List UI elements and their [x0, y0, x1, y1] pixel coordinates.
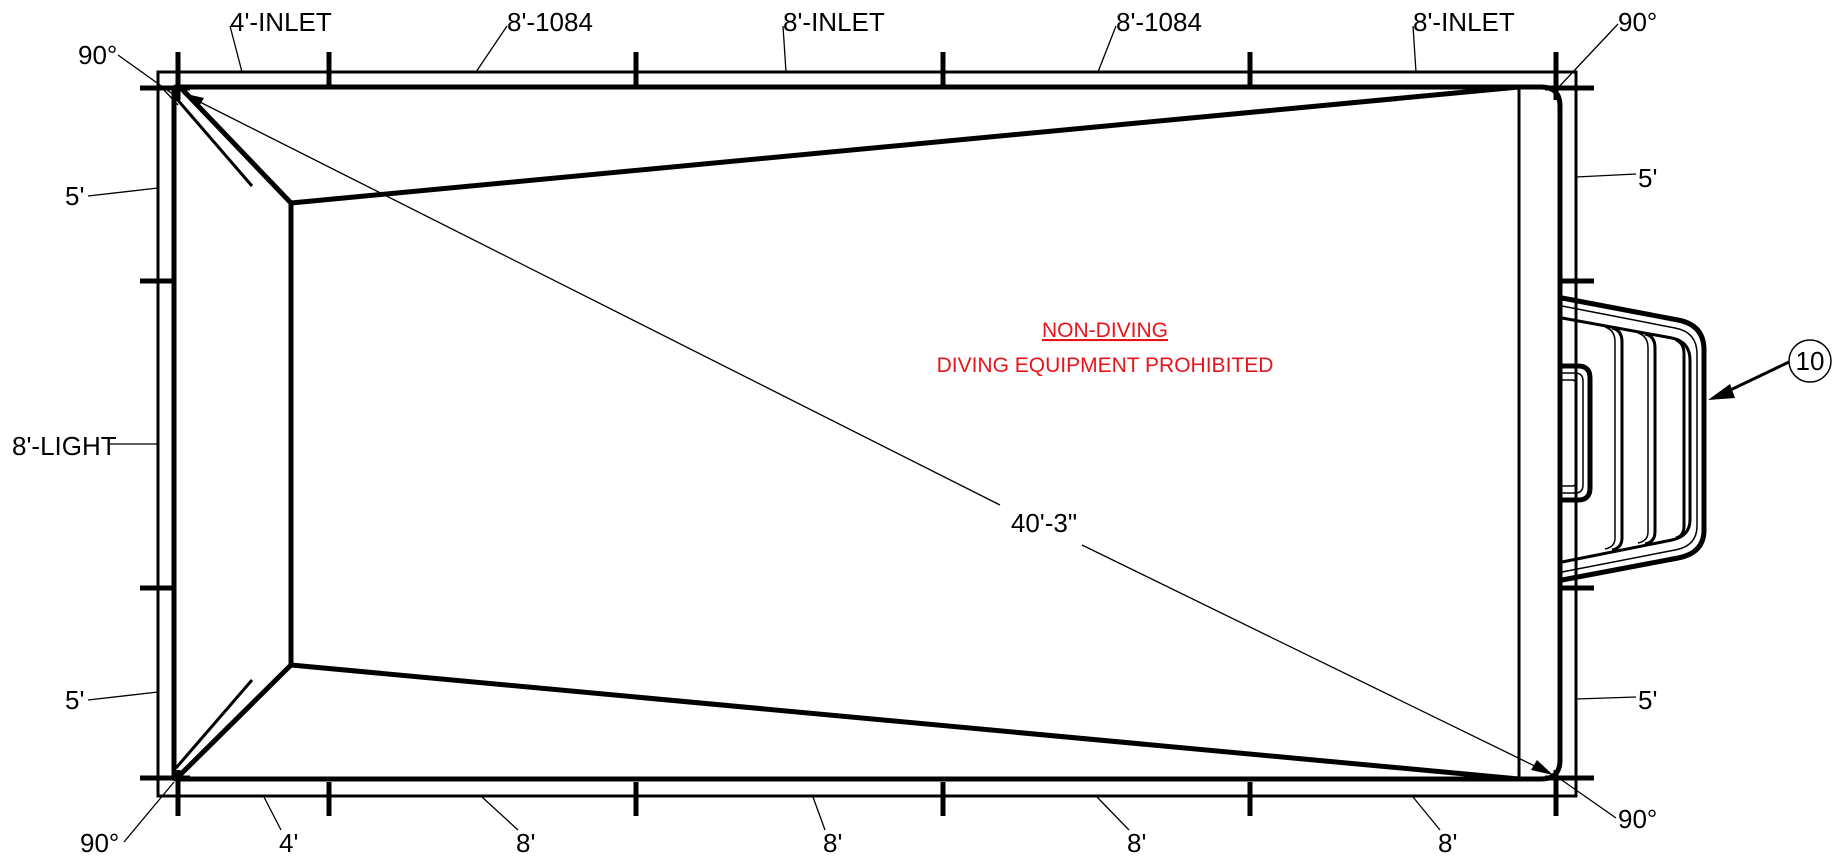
angle-leader — [117, 54, 175, 96]
corner-angle-labels: 90° 90° 90° 90° — [78, 7, 1657, 858]
left-label: 5' — [65, 685, 84, 715]
callout-bubble — [1788, 339, 1832, 383]
right-label: 5' — [1638, 163, 1657, 193]
corner-step-line — [174, 97, 254, 187]
bottom-label-leader — [263, 796, 282, 831]
diagonal-line-upper — [185, 94, 1001, 506]
bottom-label-leader — [812, 796, 826, 831]
bottom-label: 4' — [279, 828, 298, 858]
shell-outer-line — [156, 70, 1578, 798]
safety-notes: NON-DIVING DIVING EQUIPMENT PROHIBITED — [937, 319, 1274, 377]
entry-steps — [1560, 295, 1707, 583]
floor-slope-bottom — [290, 662, 1520, 782]
top-label-leader — [1412, 25, 1417, 73]
diagonal-line-lower — [1081, 544, 1550, 774]
left-label-leader — [87, 187, 159, 197]
angle-leader — [123, 781, 175, 843]
pool-shell — [156, 70, 1578, 798]
top-label: 8'-1084 — [1116, 7, 1202, 37]
right-dimension-labels: 5' 5' — [1575, 163, 1657, 715]
bottom-label-leader — [1096, 796, 1130, 831]
angle-label-top-left: 90° — [78, 40, 117, 70]
corner-step-line — [174, 679, 254, 769]
right-label-leader — [1575, 696, 1637, 700]
angle-leader — [1555, 23, 1619, 91]
diving-prohibited-label: DIVING EQUIPMENT PROHIBITED — [937, 354, 1274, 377]
bottom-dimension-labels: 4' 8' 8' 8' 8' — [263, 796, 1457, 858]
angle-label-top-right: 90° — [1618, 7, 1657, 37]
diagonal-dimension: 40'-3" — [182, 93, 1553, 775]
angle-leader — [163, 89, 179, 106]
step-tread — [1611, 326, 1624, 552]
diagonal-arrowhead — [182, 93, 204, 108]
top-label-leader — [782, 25, 787, 73]
callout: 10 — [1708, 339, 1832, 400]
brace-marks — [140, 52, 1594, 816]
floor-slope-top — [290, 84, 1520, 206]
top-label: 4'-INLET — [230, 7, 332, 37]
callout-arrowhead — [1708, 384, 1735, 400]
top-label-leader — [475, 25, 508, 73]
step-tread — [1604, 326, 1616, 550]
left-label: 5' — [65, 181, 84, 211]
right-label: 5' — [1638, 685, 1657, 715]
shallow-end-floor — [178, 85, 294, 777]
step-seat-inner — [1560, 372, 1584, 494]
left-label: 8'-LIGHT — [12, 431, 117, 461]
top-dimension-labels: 4'-INLET 8'-1084 8'-INLET 8'-1084 8'-INL… — [229, 7, 1515, 73]
angle-label-bottom-left: 90° — [80, 828, 119, 858]
non-diving-label: NON-DIVING — [1042, 319, 1168, 342]
step-seat-inner — [1560, 379, 1577, 487]
top-label-leader — [229, 25, 243, 73]
diagonal-arrowhead — [1531, 760, 1553, 775]
step-tread — [1644, 332, 1657, 546]
angle-label-bottom-right: 90° — [1618, 804, 1657, 834]
bottom-label-leader — [481, 796, 519, 831]
right-label-leader — [1575, 173, 1637, 178]
top-label-leader — [1097, 25, 1117, 73]
callout-number: 10 — [1796, 346, 1825, 376]
steps-outline-inner — [1561, 305, 1698, 573]
step-tread — [1675, 338, 1686, 540]
right-brace-marks — [1545, 85, 1594, 781]
bottom-label-leader — [1412, 796, 1441, 831]
angle-leader — [1555, 775, 1617, 819]
left-label-leader — [87, 691, 159, 701]
top-brace-marks — [175, 52, 1559, 100]
left-dimension-labels: 5' 8'-LIGHT 5' — [12, 181, 159, 715]
bottom-label: 8' — [823, 828, 842, 858]
step-tread — [1637, 332, 1649, 544]
bottom-label: 8' — [1127, 828, 1146, 858]
bottom-label: 8' — [516, 828, 535, 858]
bottom-label: 8' — [1438, 828, 1457, 858]
step-seat — [1560, 363, 1593, 503]
top-label: 8'-1084 — [507, 7, 593, 37]
step-tread — [1561, 316, 1692, 564]
steps-outline — [1561, 295, 1707, 583]
floor-lines — [174, 84, 1520, 782]
diagonal-dimension-label: 40'-3" — [1011, 508, 1077, 538]
top-label: 8'-INLET — [1413, 7, 1515, 37]
left-brace-marks — [140, 85, 190, 781]
top-label: 8'-INLET — [783, 7, 885, 37]
callout-leader — [1721, 360, 1790, 396]
